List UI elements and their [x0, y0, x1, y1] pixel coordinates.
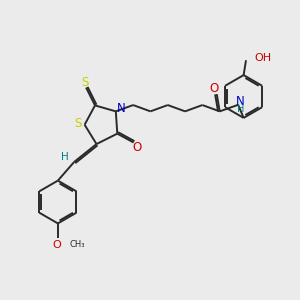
- Text: N: N: [117, 103, 125, 116]
- Text: H: H: [61, 152, 69, 161]
- Text: N: N: [236, 95, 245, 108]
- Text: S: S: [74, 117, 82, 130]
- Text: CH₃: CH₃: [69, 240, 85, 249]
- Text: O: O: [132, 141, 141, 154]
- Text: S: S: [81, 76, 88, 89]
- Text: O: O: [209, 82, 218, 95]
- Text: OH: OH: [254, 53, 272, 63]
- Text: O: O: [52, 240, 61, 250]
- Text: H: H: [237, 104, 244, 114]
